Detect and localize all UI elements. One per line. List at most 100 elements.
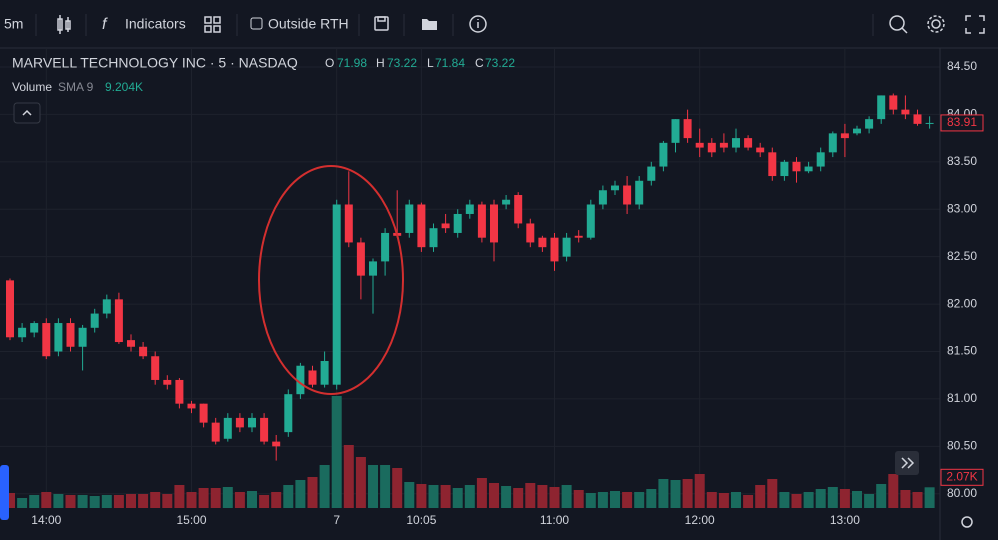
volume-bar (41, 492, 52, 508)
y-tick-label: 82.50 (947, 249, 977, 263)
volume-bar (186, 492, 197, 508)
volume-bar (489, 483, 499, 508)
volume-bar (392, 468, 403, 508)
candle-body (272, 441, 281, 447)
candle-body (840, 133, 849, 139)
volume-bar (416, 484, 427, 508)
volume-bar (658, 479, 669, 508)
rth-checkbox[interactable] (250, 17, 263, 30)
layouts-icon[interactable] (204, 16, 221, 33)
volume-bar (53, 494, 64, 508)
volume-bar (852, 491, 862, 508)
volume-bar (404, 482, 415, 508)
candle-body (562, 237, 571, 257)
candle-type-icon[interactable] (57, 15, 71, 34)
collapse-button[interactable] (13, 102, 41, 124)
volume-bar (476, 478, 487, 508)
y-tick-label: 80.50 (947, 439, 977, 453)
volume-bar (718, 493, 729, 508)
candle-body (804, 166, 813, 172)
alert-icon[interactable] (889, 15, 908, 34)
volume-bar (65, 495, 76, 508)
candle-body (877, 95, 886, 120)
toolbar: 5m f Indicators Outside RTH (0, 0, 998, 48)
candle-body (296, 365, 305, 395)
volume-bar (743, 495, 754, 508)
candle-body (54, 323, 63, 352)
volume-bar (234, 492, 245, 508)
info-icon[interactable] (469, 15, 487, 33)
candle-body (465, 204, 474, 214)
candle-body (260, 417, 269, 442)
save-icon[interactable] (374, 16, 389, 31)
volume-bar (259, 495, 270, 508)
volume-bar (888, 474, 899, 508)
axes: 80.00 80.50 81.00 81.50 82.00 82.50 83.00 83.50… (31, 48, 984, 540)
volume-bar (731, 492, 741, 508)
candle-body (66, 323, 75, 347)
candle-body (441, 223, 450, 229)
interval-button[interactable]: 5m (4, 16, 23, 32)
indicators-button[interactable]: Indicators (125, 16, 186, 32)
volume-bar (767, 479, 778, 508)
candle-body (598, 190, 607, 205)
time-settings-icon[interactable] (961, 516, 973, 528)
volume-bar (525, 483, 536, 508)
candle-body (78, 327, 87, 347)
candle-body (490, 204, 498, 243)
settings-icon[interactable] (927, 15, 945, 33)
volume-bar (17, 498, 28, 508)
volume-bar (839, 489, 850, 508)
volume-bar (331, 396, 342, 508)
volume-bar (815, 489, 826, 508)
fullscreen-icon[interactable] (965, 15, 985, 34)
x-tick-label: 12:00 (685, 513, 715, 527)
volume-bar (900, 490, 911, 508)
candle-body (526, 223, 535, 243)
volume-bar (271, 492, 282, 508)
candle-body (42, 323, 51, 357)
volume-bar (610, 491, 620, 508)
volume-bar (670, 480, 681, 508)
last-price-tag (940, 114, 984, 132)
volume-bar (101, 495, 112, 508)
candle-body (235, 417, 244, 428)
candle-body (853, 128, 861, 134)
last-price-label: 83.91 (947, 115, 977, 129)
outside-rth-label[interactable]: Outside RTH (268, 16, 349, 32)
candles (6, 93, 934, 461)
candle-body (550, 237, 559, 262)
candle-body (453, 213, 462, 233)
volume-bar (307, 477, 318, 508)
candle-body (308, 370, 317, 385)
candle-body (223, 417, 232, 439)
volume-bar (912, 492, 923, 508)
volume-bar (295, 480, 306, 508)
candle-body (175, 379, 184, 404)
candle-body (30, 323, 39, 333)
candle-body (611, 185, 619, 191)
fx-icon[interactable]: f (102, 16, 108, 33)
candle-body (163, 379, 172, 385)
side-tab[interactable] (0, 465, 9, 520)
x-tick-label: 14:00 (31, 513, 61, 527)
volume-bar (634, 492, 645, 508)
candle-body (369, 261, 377, 276)
volume-bar (5, 493, 15, 508)
candle-body (623, 185, 632, 205)
volume-bar (573, 490, 584, 508)
candle-body (502, 199, 511, 205)
volume-bar (549, 487, 560, 508)
volume-bar (622, 492, 633, 508)
candle-body (901, 109, 910, 115)
candle-body (211, 422, 220, 442)
folder-icon[interactable] (422, 19, 437, 30)
candle-body (538, 237, 547, 248)
candle-body (671, 119, 680, 143)
ohlc-value: 73.22 (485, 56, 515, 70)
x-tick-label: 11:00 (540, 513, 569, 527)
candle-body (514, 195, 523, 224)
candle-body (732, 138, 740, 148)
candle-body (102, 299, 111, 314)
candle-body (477, 204, 486, 238)
